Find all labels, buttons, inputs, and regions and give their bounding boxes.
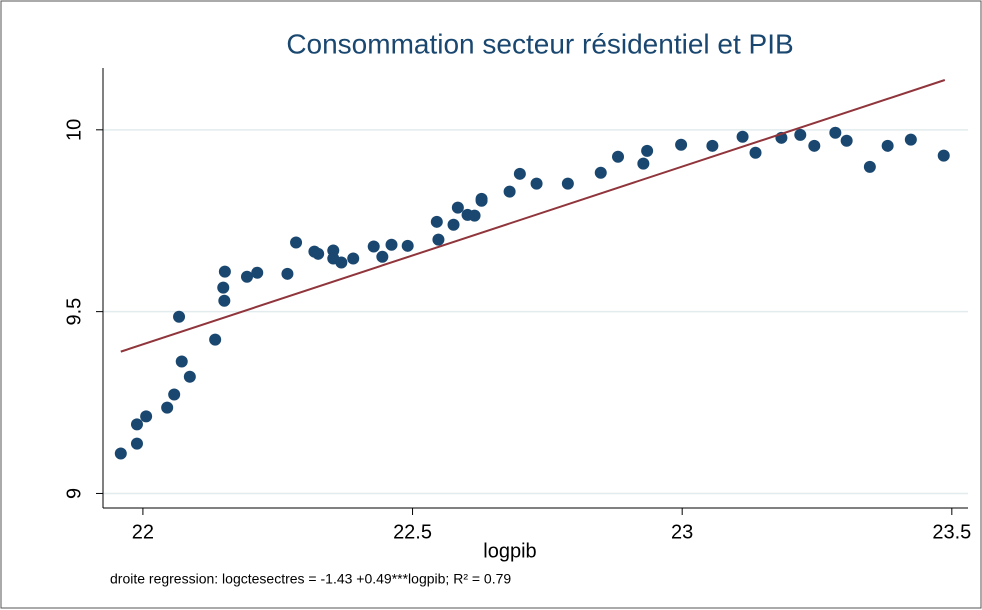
point xyxy=(794,128,807,141)
point xyxy=(175,355,188,368)
point xyxy=(904,133,917,146)
point xyxy=(612,150,625,163)
point xyxy=(114,447,127,460)
point xyxy=(183,370,196,383)
point xyxy=(168,388,181,401)
point xyxy=(637,157,650,170)
point xyxy=(447,218,460,231)
point xyxy=(140,410,153,423)
chart-title: Consommation secteur résidentiel et PIB xyxy=(286,28,793,59)
regression-line xyxy=(120,79,946,353)
point xyxy=(881,139,894,152)
point xyxy=(218,265,231,278)
point xyxy=(513,167,526,180)
x-tick-label: 23 xyxy=(671,521,693,543)
point xyxy=(290,236,303,249)
point xyxy=(312,247,325,260)
point xyxy=(503,185,516,198)
point xyxy=(385,238,398,251)
point xyxy=(451,201,464,214)
note: droite regression: logctesectres = -1.43… xyxy=(110,571,511,587)
point xyxy=(240,270,253,283)
point xyxy=(706,139,719,152)
point xyxy=(594,166,607,179)
point xyxy=(161,401,174,414)
point xyxy=(209,333,222,346)
point xyxy=(808,139,821,152)
x-axis-label: logpib xyxy=(483,540,536,562)
point xyxy=(251,266,264,279)
point xyxy=(401,239,414,252)
point xyxy=(347,252,360,265)
x-tick-label: 22 xyxy=(132,521,154,543)
point xyxy=(736,130,749,143)
y-tick-label: 9.5 xyxy=(63,298,85,326)
point xyxy=(840,134,853,147)
point xyxy=(432,233,445,246)
plot-area xyxy=(103,68,968,508)
point xyxy=(829,126,842,139)
point xyxy=(675,138,688,151)
point xyxy=(641,144,654,157)
point xyxy=(173,310,186,323)
point xyxy=(475,194,488,207)
point xyxy=(130,437,143,450)
x-tick-label: 23.5 xyxy=(932,521,971,543)
point xyxy=(130,418,143,431)
point xyxy=(218,294,231,307)
x-tick-label: 22.5 xyxy=(393,521,432,543)
point xyxy=(530,177,543,190)
point xyxy=(863,160,876,173)
point xyxy=(335,256,348,269)
point xyxy=(468,209,481,222)
point xyxy=(749,146,762,159)
point xyxy=(937,149,950,162)
y-tick-label: 10 xyxy=(63,119,85,141)
point xyxy=(367,240,380,253)
point xyxy=(217,281,230,294)
point xyxy=(430,215,443,228)
point xyxy=(281,267,294,280)
point xyxy=(561,177,574,190)
point xyxy=(376,250,389,263)
y-tick-label: 9 xyxy=(63,488,85,499)
